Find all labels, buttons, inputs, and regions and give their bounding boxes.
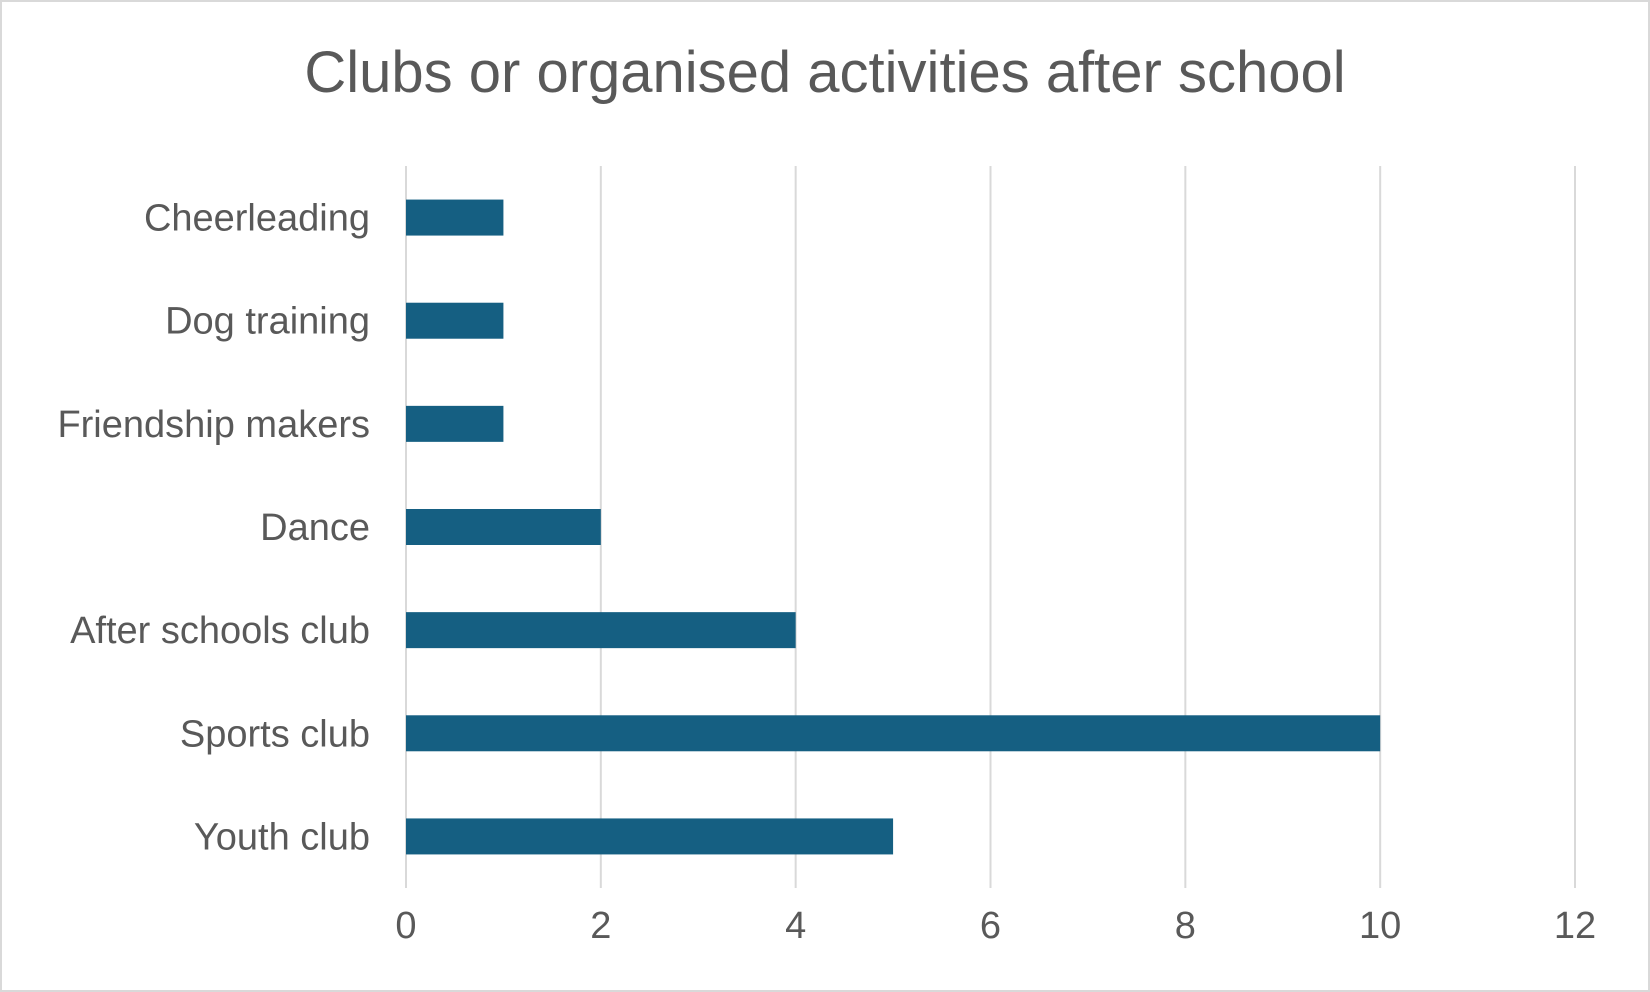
x-tick-label: 10: [1359, 905, 1401, 947]
category-label: Sports club: [180, 713, 370, 755]
chart-title: Clubs or organised activities after scho…: [304, 40, 1346, 105]
x-tick-label: 2: [590, 905, 611, 947]
gridlines: [405, 166, 1576, 888]
bar-after-schools-club: [406, 612, 796, 649]
bar-sports-club: [406, 715, 1381, 752]
category-label: Dog training: [165, 301, 370, 343]
x-tick-label: 12: [1554, 905, 1596, 947]
category-label: After schools club: [70, 610, 370, 652]
category-labels: Cheerleading Dog training Friendship maker…: [57, 198, 370, 859]
bars: [406, 199, 1381, 855]
bar-friendship-makers: [406, 405, 504, 442]
x-tick-label: 6: [980, 905, 1001, 947]
x-tick-label: 4: [785, 905, 806, 947]
x-tick-labels: 0 2 4 6 8 10 12: [395, 905, 1596, 947]
bar-dog-training: [406, 302, 504, 339]
category-label: Dance: [260, 507, 370, 549]
bar-cheerleading: [406, 199, 504, 236]
category-label: Cheerleading: [144, 198, 370, 240]
x-tick-label: 8: [1175, 905, 1196, 947]
bar-dance: [406, 509, 601, 545]
bar-youth-club: [406, 818, 894, 855]
x-tick-label: 0: [395, 905, 416, 947]
category-label: Friendship makers: [57, 404, 370, 446]
category-label: Youth club: [194, 816, 370, 858]
